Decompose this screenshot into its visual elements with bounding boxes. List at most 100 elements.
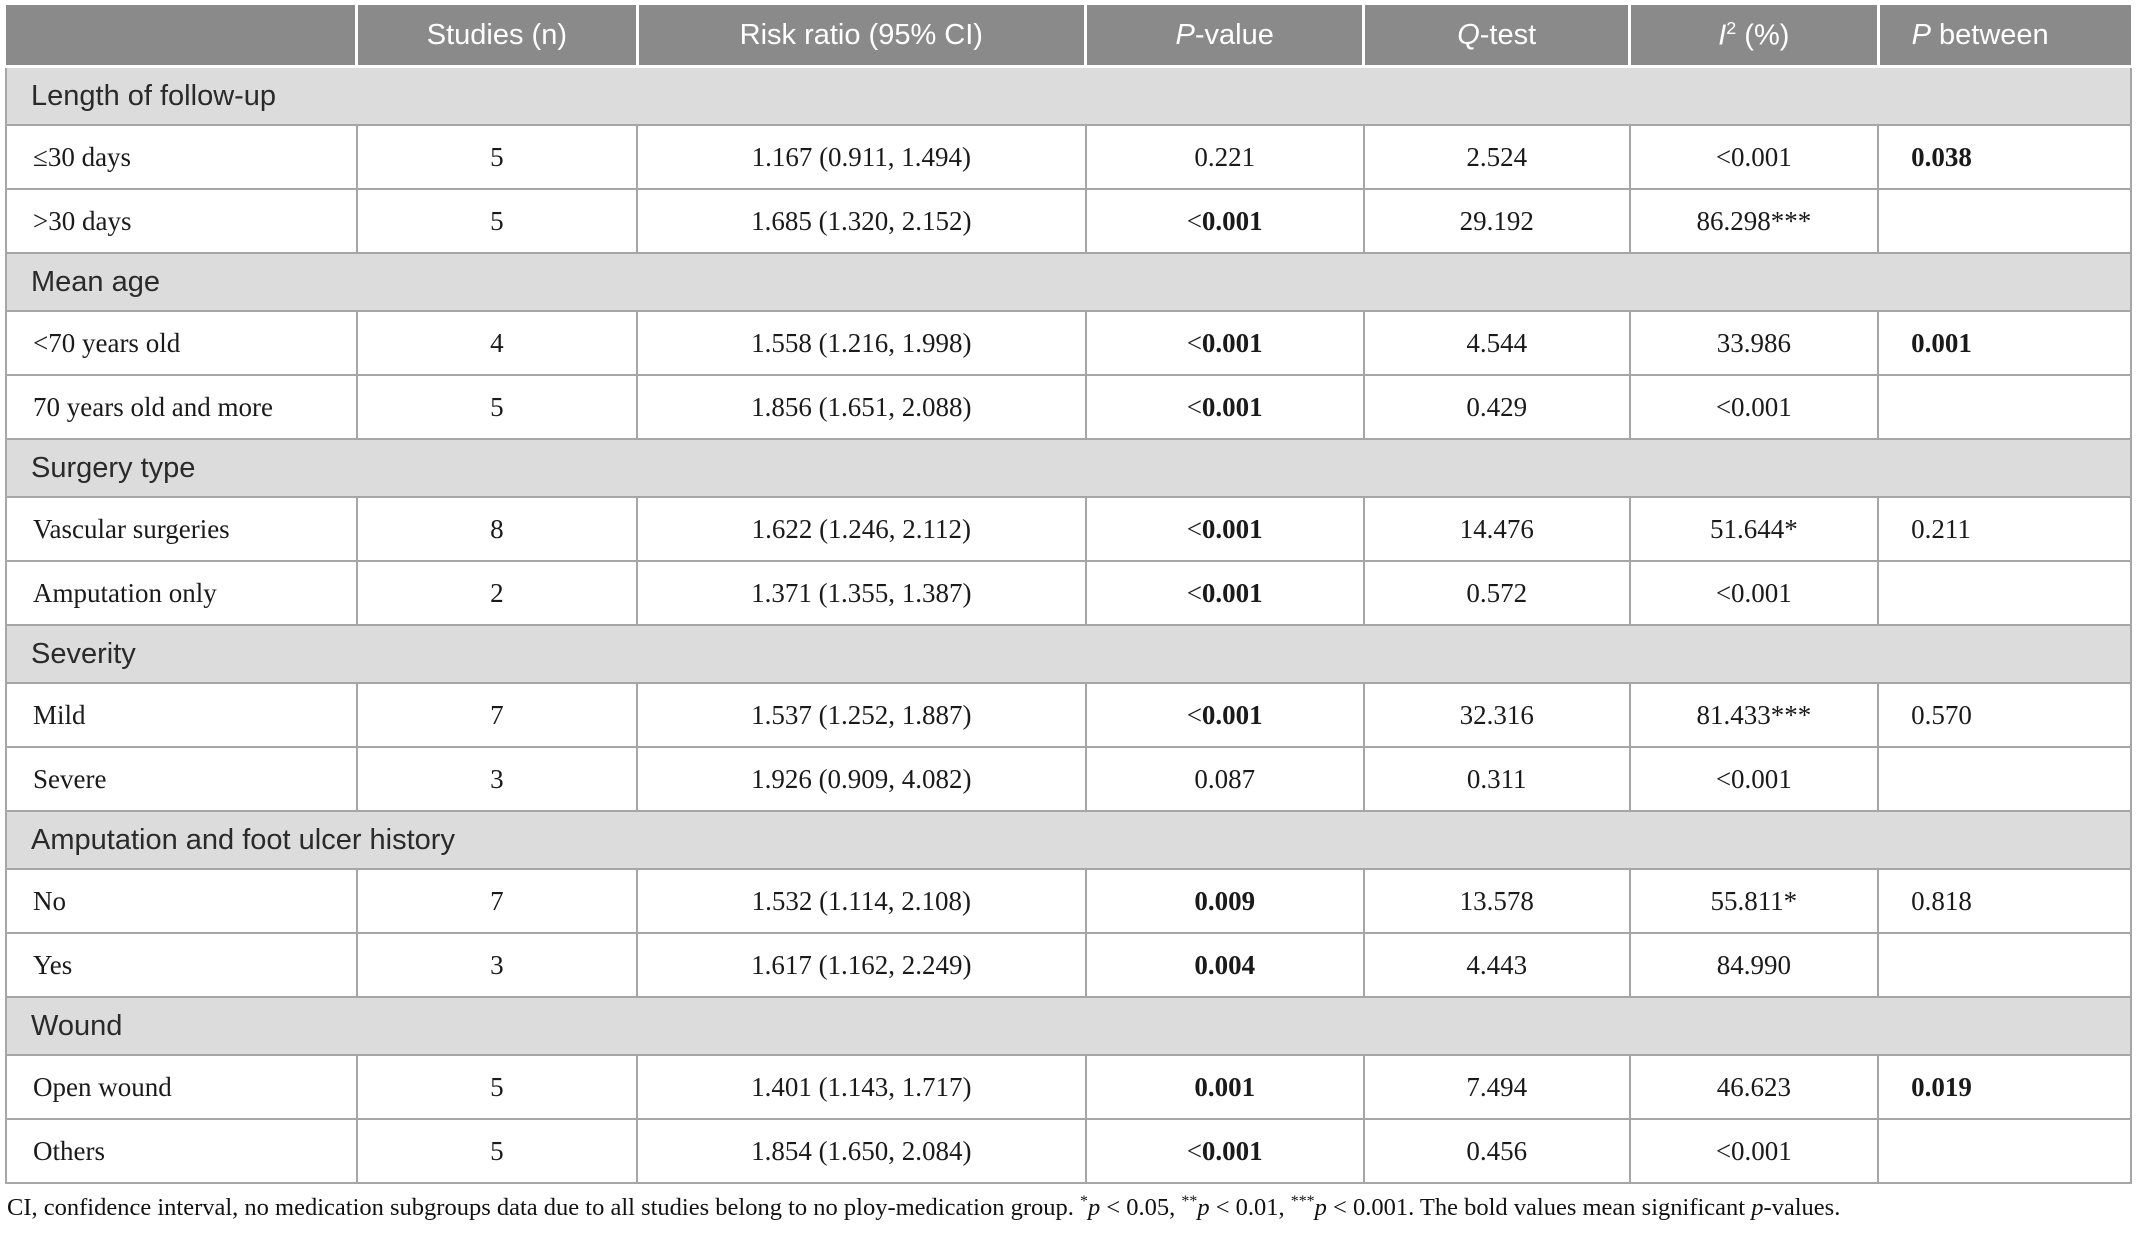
cell-i2-percent: 51.644* [1628,496,1880,562]
section-row: Length of follow-up [5,65,2132,126]
header-row: Studies (n) Risk ratio (95% CI) P-value Q-t… [6,5,2131,68]
cell-p-between [1877,932,2132,998]
cell-q-test: 4.443 [1362,932,1631,998]
cell-p-between: 0.570 [1877,682,2132,748]
cell-studies-n: 5 [355,188,639,254]
cell-p-between [1877,1118,2132,1184]
cell-studies-n: 5 [355,124,639,190]
subgroup-analysis-table: Studies (n) Risk ratio (95% CI) P-value Q-t… [5,5,2132,1184]
table-row: Vascular surgeries 8 1.622 (1.246, 2.112) <… [5,496,2132,562]
table-row: >30 days 5 1.685 (1.320, 2.152) <0.001 29.19… [5,188,2132,254]
cell-p-value: 0.221 [1084,124,1365,190]
cell-studies-n: 7 [355,682,639,748]
cell-p-value: 0.087 [1084,746,1365,812]
cell-subgroup-label: Mild [5,682,358,748]
table-row: Open wound 5 1.401 (1.143, 1.717) 0.001 7.49… [5,1054,2132,1120]
table-row: ≤30 days 5 1.167 (0.911, 1.494) 0.221 2.524 <… [5,124,2132,190]
cell-p-value: 0.004 [1084,932,1365,998]
cell-risk-ratio: 1.854 (1.650, 2.084) [636,1118,1087,1184]
cell-i2-percent: 33.986 [1628,310,1880,376]
table-row: No 7 1.532 (1.114, 2.108) 0.009 13.578 55.811… [5,868,2132,934]
cell-p-between [1877,560,2132,626]
cell-i2-percent: 46.623 [1628,1054,1880,1120]
cell-i2-percent: <0.001 [1628,560,1880,626]
cell-studies-n: 8 [355,496,639,562]
cell-p-value: <0.001 [1084,310,1365,376]
cell-p-value: 0.001 [1084,1054,1365,1120]
cell-q-test: 0.456 [1362,1118,1631,1184]
table-header: Studies (n) Risk ratio (95% CI) P-value Q-t… [6,5,2131,68]
cell-studies-n: 3 [355,746,639,812]
cell-q-test: 13.578 [1362,868,1631,934]
column-header-i2-percent: I2 (%) [1628,5,1879,68]
table-row: Mild 7 1.537 (1.252, 1.887) <0.001 32.316 81.… [5,682,2132,748]
cell-subgroup-label: Others [5,1118,358,1184]
section-title: Amputation and foot ulcer history [5,810,2132,870]
cell-p-between: 0.001 [1877,310,2132,376]
cell-studies-n: 5 [355,1054,639,1120]
column-header-q-test: Q-test [1362,5,1630,68]
section-row: Surgery type [5,438,2132,498]
cell-q-test: 0.311 [1362,746,1631,812]
cell-risk-ratio: 1.926 (0.909, 4.082) [636,746,1087,812]
column-header-p-value: P-value [1083,5,1364,68]
column-header-studies: Studies (n) [355,5,638,68]
cell-p-between [1877,188,2132,254]
cell-risk-ratio: 1.167 (0.911, 1.494) [636,124,1087,190]
cell-p-value: <0.001 [1084,188,1365,254]
section-title: Length of follow-up [5,65,2132,126]
section-title: Surgery type [5,438,2132,498]
cell-i2-percent: 81.433*** [1628,682,1880,748]
cell-risk-ratio: 1.537 (1.252, 1.887) [636,682,1087,748]
cell-studies-n: 5 [355,374,639,440]
cell-risk-ratio: 1.856 (1.651, 2.088) [636,374,1087,440]
cell-subgroup-label: <70 years old [5,310,358,376]
section-title: Mean age [5,252,2132,312]
cell-subgroup-label: 70 years old and more [5,374,358,440]
cell-q-test: 7.494 [1362,1054,1631,1120]
cell-q-test: 0.572 [1362,560,1631,626]
cell-studies-n: 7 [355,868,639,934]
cell-subgroup-label: No [5,868,358,934]
cell-i2-percent: <0.001 [1628,124,1880,190]
cell-risk-ratio: 1.617 (1.162, 2.249) [636,932,1087,998]
column-header-p-between: P between [1876,5,2131,68]
cell-i2-percent: <0.001 [1628,374,1880,440]
cell-risk-ratio: 1.622 (1.246, 2.112) [636,496,1087,562]
cell-p-value: <0.001 [1084,496,1365,562]
cell-q-test: 4.544 [1362,310,1631,376]
cell-studies-n: 4 [355,310,639,376]
cell-risk-ratio: 1.532 (1.114, 2.108) [636,868,1087,934]
cell-risk-ratio: 1.685 (1.320, 2.152) [636,188,1087,254]
cell-risk-ratio: 1.558 (1.216, 1.998) [636,310,1087,376]
cell-subgroup-label: Severe [5,746,358,812]
section-row: Mean age [5,252,2132,312]
cell-i2-percent: 86.298*** [1628,188,1880,254]
cell-q-test: 32.316 [1362,682,1631,748]
table-row: 70 years old and more 5 1.856 (1.651, 2.08… [5,374,2132,440]
cell-p-value: <0.001 [1084,682,1365,748]
cell-p-between: 0.019 [1877,1054,2132,1120]
section-row: Wound [5,996,2132,1056]
cell-p-between [1877,746,2132,812]
section-row: Amputation and foot ulcer history [5,810,2132,870]
cell-risk-ratio: 1.401 (1.143, 1.717) [636,1054,1087,1120]
section-title: Wound [5,996,2132,1056]
section-title: Severity [5,624,2132,684]
cell-p-value: <0.001 [1084,374,1365,440]
cell-p-between: 0.038 [1877,124,2132,190]
table-row: Severe 3 1.926 (0.909, 4.082) 0.087 0.311 <0.… [5,746,2132,812]
table-footnote: CI, confidence interval, no medication s… [7,1193,1841,1222]
table-row: Amputation only 2 1.371 (1.355, 1.387) <0.0… [5,560,2132,626]
cell-subgroup-label: >30 days [5,188,358,254]
column-header-risk-ratio: Risk ratio (95% CI) [635,5,1086,68]
cell-p-between: 0.818 [1877,868,2132,934]
cell-i2-percent: 84.990 [1628,932,1880,998]
column-header-empty-corner [6,5,357,68]
cell-p-value: 0.009 [1084,868,1365,934]
cell-q-test: 2.524 [1362,124,1631,190]
cell-i2-percent: <0.001 [1628,746,1880,812]
cell-p-value: <0.001 [1084,560,1365,626]
cell-i2-percent: <0.001 [1628,1118,1880,1184]
